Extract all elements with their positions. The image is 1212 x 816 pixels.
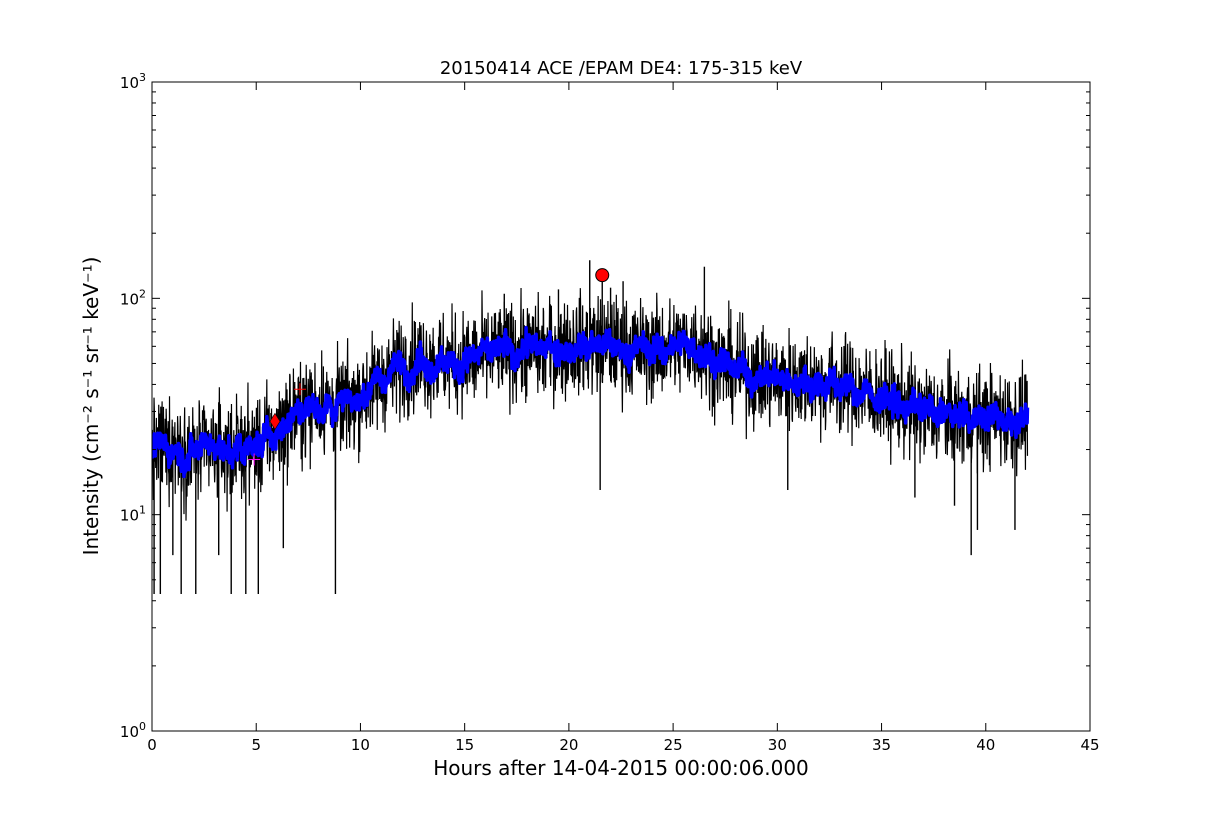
x-tick-label: 40 (976, 736, 995, 754)
x-tick-labels: 0 5 10 15 20 25 30 35 40 45 (147, 736, 1099, 754)
circle-marker (595, 268, 610, 283)
x-tick-label: 25 (664, 736, 683, 754)
y-tick-label: 100 (120, 720, 146, 741)
y-axis-label: Intensity (cm⁻² s⁻¹ sr⁻¹ keV⁻¹) (79, 257, 103, 556)
diamond-marker (269, 412, 281, 430)
x-tick-label: 15 (455, 736, 474, 754)
plot-frame (151, 81, 1091, 732)
y-tick-label: 103 (120, 71, 146, 92)
x-axis-label: Hours after 14-04-2015 00:00:06.000 (433, 756, 809, 780)
y-tick-labels: 100 101 102 103 (120, 71, 146, 741)
x-tick-label: 20 (559, 736, 578, 754)
marker-layer (248, 268, 610, 466)
x-tick-label: 0 (147, 736, 157, 754)
data-layer (152, 260, 1030, 594)
x-tick-label: 45 (1080, 736, 1099, 754)
smoothed-intensity-line (152, 325, 1030, 479)
y-tick-label: 101 (120, 504, 146, 525)
x-tick-label: 30 (768, 736, 787, 754)
x-tick-label: 5 (251, 736, 261, 754)
plus-marker (293, 383, 306, 396)
chart-title: 20150414 ACE /EPAM DE4: 175-315 keV (440, 58, 803, 79)
ticks-layer (151, 81, 1091, 732)
y-tick-label: 102 (120, 287, 146, 308)
x-tick-label: 10 (351, 736, 370, 754)
x-tick-label: 35 (872, 736, 891, 754)
plus-marker (248, 453, 261, 466)
